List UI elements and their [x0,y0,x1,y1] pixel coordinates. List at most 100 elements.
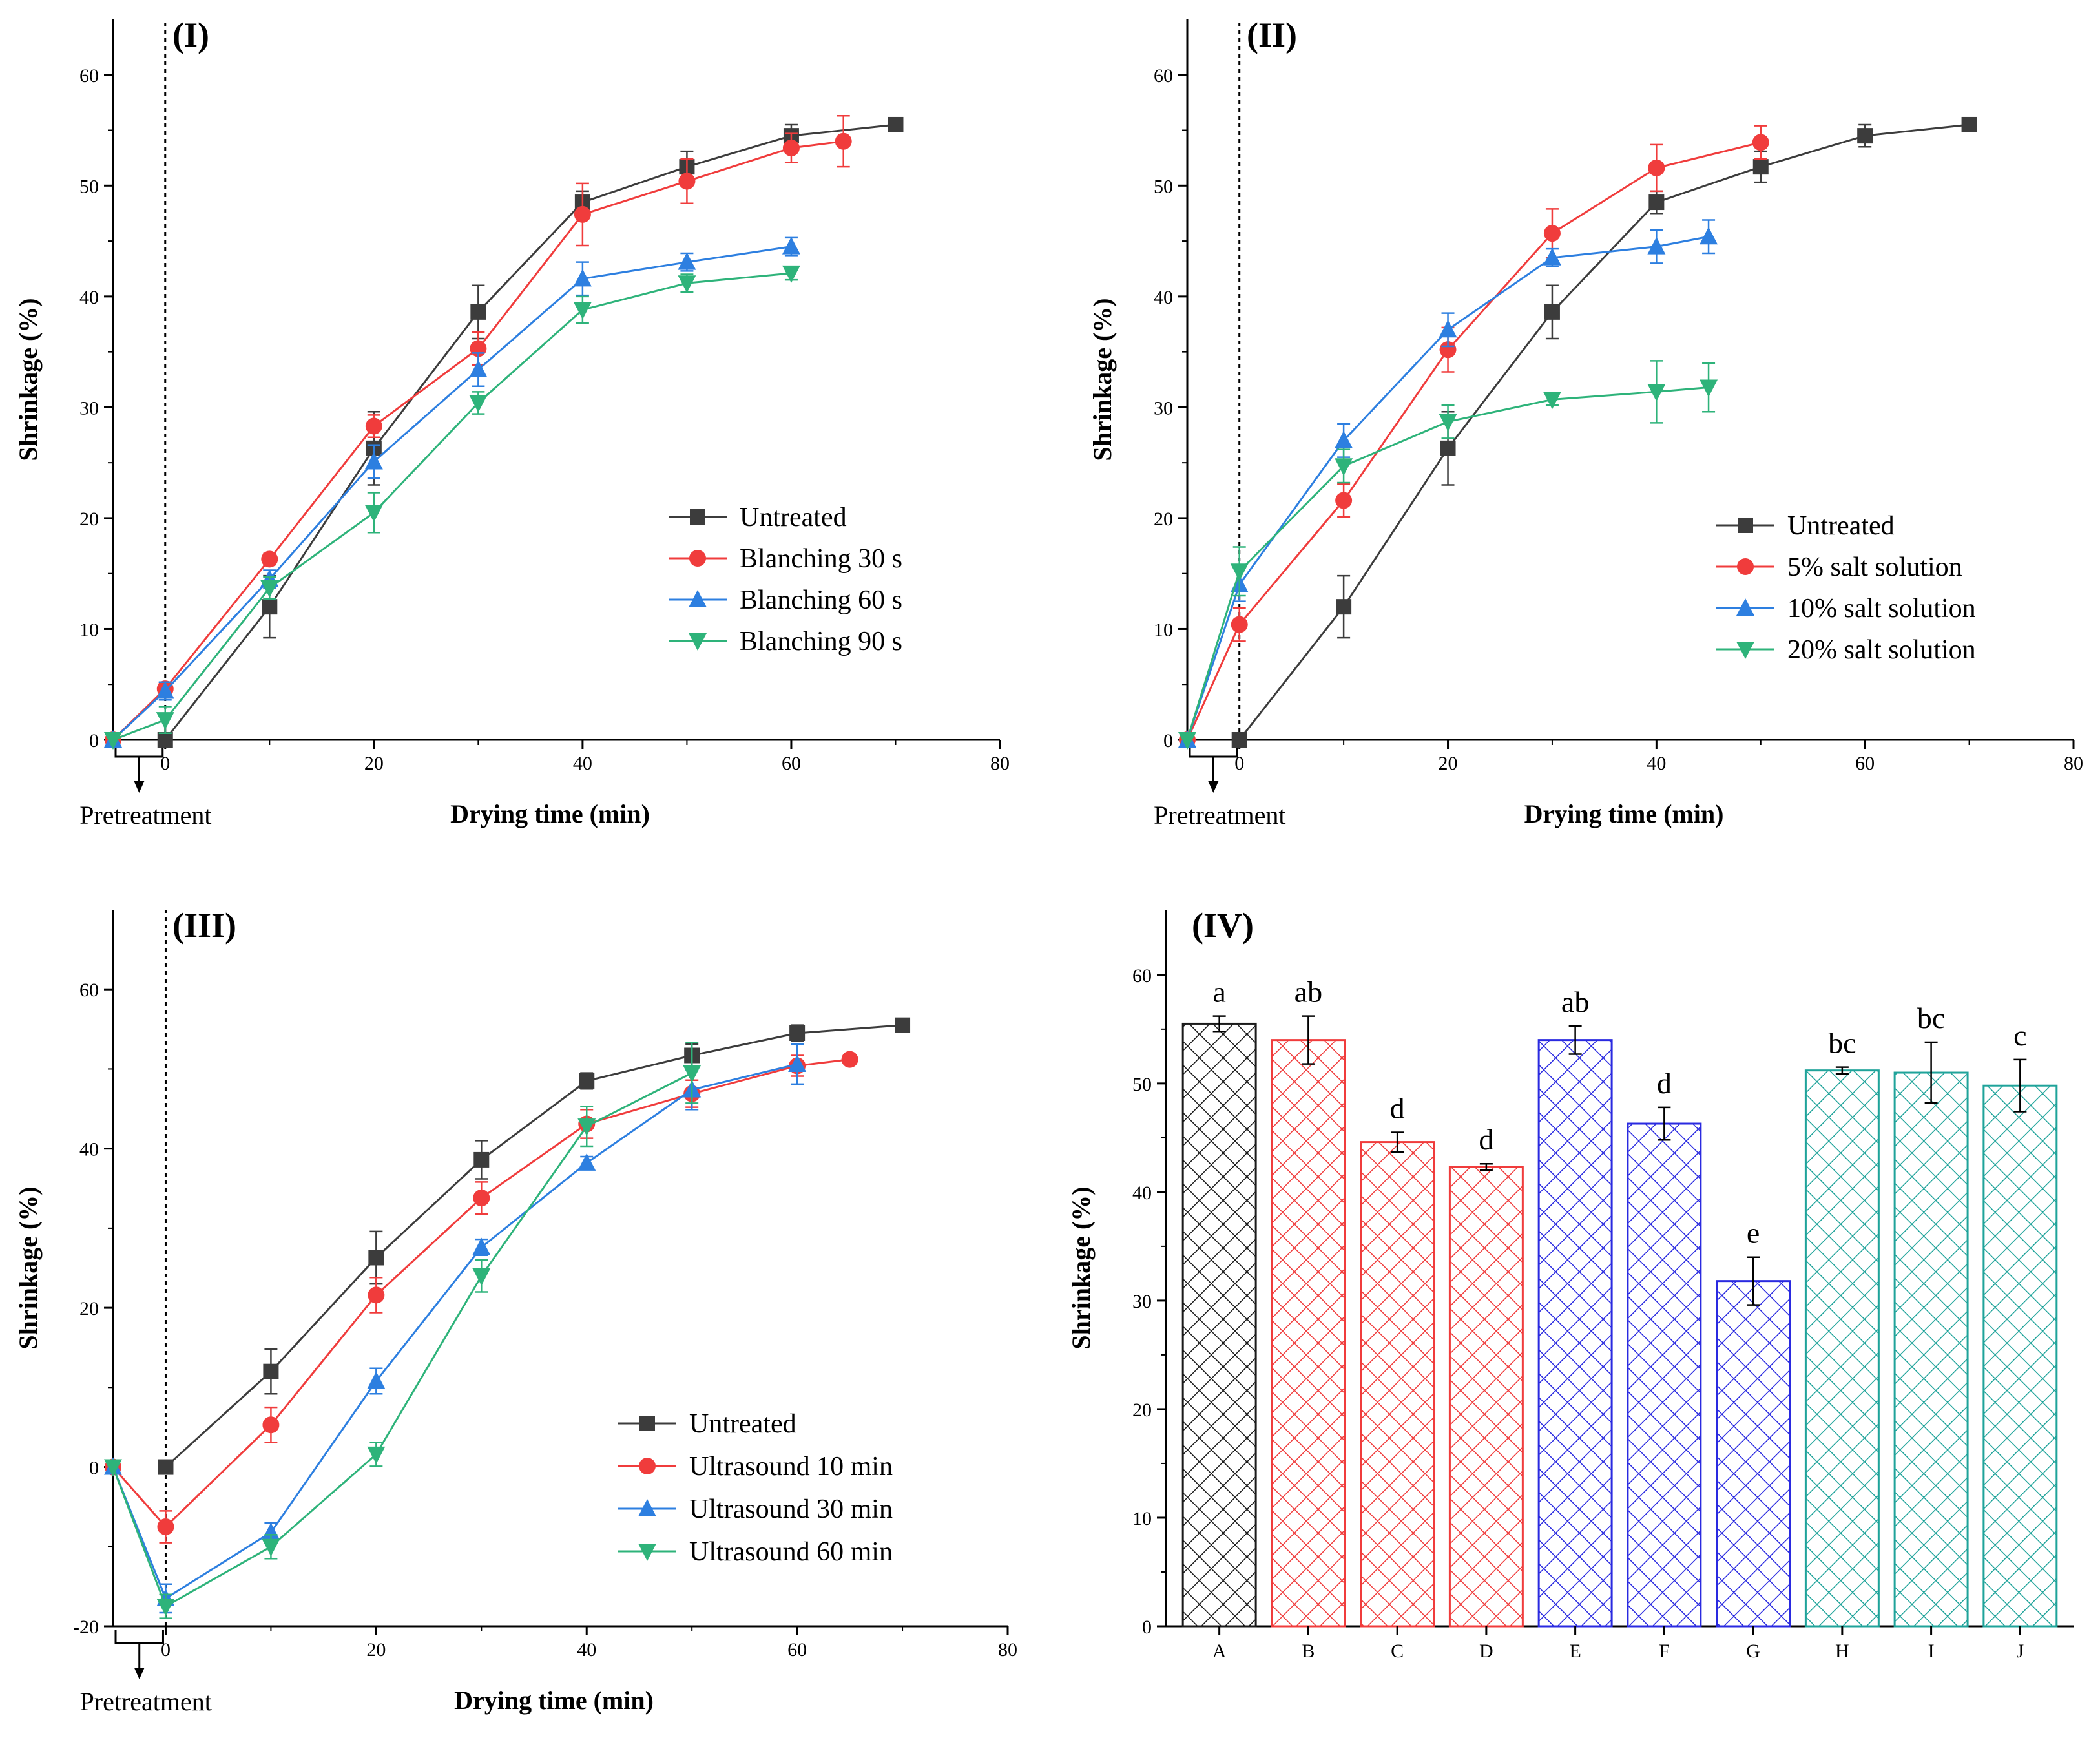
x-tick-label: 20 [364,753,384,774]
significance-letter: a [1212,976,1225,1009]
data-point [1439,414,1457,432]
data-point [472,1268,491,1286]
data-point [367,1371,386,1389]
series-line [164,123,896,740]
bar-H [1804,1069,1880,1628]
pretreatment-label: Pretreatment [79,801,211,830]
data-point [678,252,696,270]
data-point [472,1237,491,1255]
data-point [260,580,279,598]
legend-label: Blanching 30 s [740,544,902,574]
series-line [112,1072,692,1608]
x-tick-label: G [1746,1641,1760,1662]
data-point [1336,599,1352,615]
x-tick-label: H [1835,1641,1849,1662]
legend-label: 10% salt solution [1787,594,1976,624]
data-point [1543,225,1561,242]
legend-label: Ultrasound 60 min [689,1537,893,1567]
data-point [835,132,852,150]
y-tick-label: 0 [89,1458,99,1479]
series-line [1186,141,1762,740]
series-3 [104,236,800,748]
y-tick-label: 40 [79,287,99,308]
data-point [579,1073,595,1089]
data-point [104,1459,122,1477]
data-point [683,1065,702,1083]
data-point [1648,159,1665,176]
data-point [1335,492,1353,509]
x-tick-label: C [1391,1641,1404,1662]
legend-label: 5% salt solution [1787,552,1962,582]
x-tick-label: 20 [366,1639,386,1661]
y-tick-label: 60 [79,65,99,87]
x-tick-label: 80 [2064,753,2083,774]
y-tick-label: 30 [1132,1291,1152,1312]
legend-marker [638,1499,656,1516]
legend-marker [639,1416,655,1431]
bar-chart-panel: 0 10 20 30 40 50 60 Shrinkage (%) (IV) a Aab Bd Cd Da… [1066,906,2074,1662]
data-point [1543,247,1561,266]
significance-letter: ab [1294,976,1322,1009]
pretreatment-label: Pretreatment [1154,801,1285,830]
x-tick-label: I [1928,1641,1935,1662]
series-line [1186,235,1709,740]
line-chart-panel-1: 0 10 20 30 40 50 60 0 20 40 60 80 Shrinkage (%) Dryin… [14,16,1010,830]
data-point [1231,616,1248,633]
legend-marker [638,1544,656,1561]
series-line [112,1063,798,1600]
bar-G [1716,1280,1791,1628]
y-tick-label: 40 [1132,1182,1152,1204]
x-tick-label: E [1569,1641,1581,1662]
legend-marker [1736,598,1754,616]
bar-I [1893,1071,1969,1628]
y-tick-label: 60 [1154,65,1173,87]
legend-label: Ultrasound 10 min [689,1452,893,1482]
data-point [888,116,904,132]
series-line [165,1024,903,1468]
x-tick-label: D [1479,1641,1493,1662]
series-3 [104,1043,807,1614]
x-tick-label: 60 [782,753,801,774]
legend-label: Untreated [689,1409,796,1439]
pretreatment-arrow-head [134,781,145,793]
series-line [1238,123,1970,740]
data-point [157,732,173,748]
data-point [156,1599,175,1617]
series-line [112,272,792,741]
y-tick-label: -20 [73,1617,99,1638]
significance-letter: d [1657,1067,1672,1100]
x-tick-label: 40 [1647,753,1666,774]
x-tick-label: 0 [161,1639,171,1661]
x-tick-label: 80 [990,753,1010,774]
series-1 [158,1017,911,1475]
x-axis-title: Drying time (min) [1524,799,1724,828]
data-point [841,1051,858,1068]
x-tick-label: 80 [998,1639,1017,1661]
x-tick-label: B [1302,1641,1315,1662]
legend-label: 20% salt solution [1787,635,1976,665]
legend-marker [639,1458,656,1474]
y-tick-label: 0 [1142,1617,1152,1638]
significance-letter: bc [1917,1001,1945,1034]
significance-letter: bc [1828,1027,1856,1060]
data-point [263,1363,279,1379]
x-tick-label: 40 [577,1639,596,1661]
pretreatment-arrow-head [1208,781,1219,793]
y-tick-label: 40 [1154,287,1173,308]
data-point [573,302,592,320]
data-point [788,1054,807,1073]
series-4 [104,1042,702,1619]
data-point [367,1446,386,1464]
data-point [262,1522,280,1540]
data-point [156,712,174,730]
data-point [577,1118,596,1137]
y-tick-label: 10 [1132,1508,1152,1529]
y-tick-label: 50 [1132,1074,1152,1095]
data-point [1230,563,1249,582]
y-axis-title: Shrinkage (%) [1066,1186,1096,1349]
y-axis-title: Shrinkage (%) [1088,298,1117,461]
data-point [365,417,382,435]
pretreatment-arrow-head [134,1668,145,1679]
data-point [262,599,278,615]
